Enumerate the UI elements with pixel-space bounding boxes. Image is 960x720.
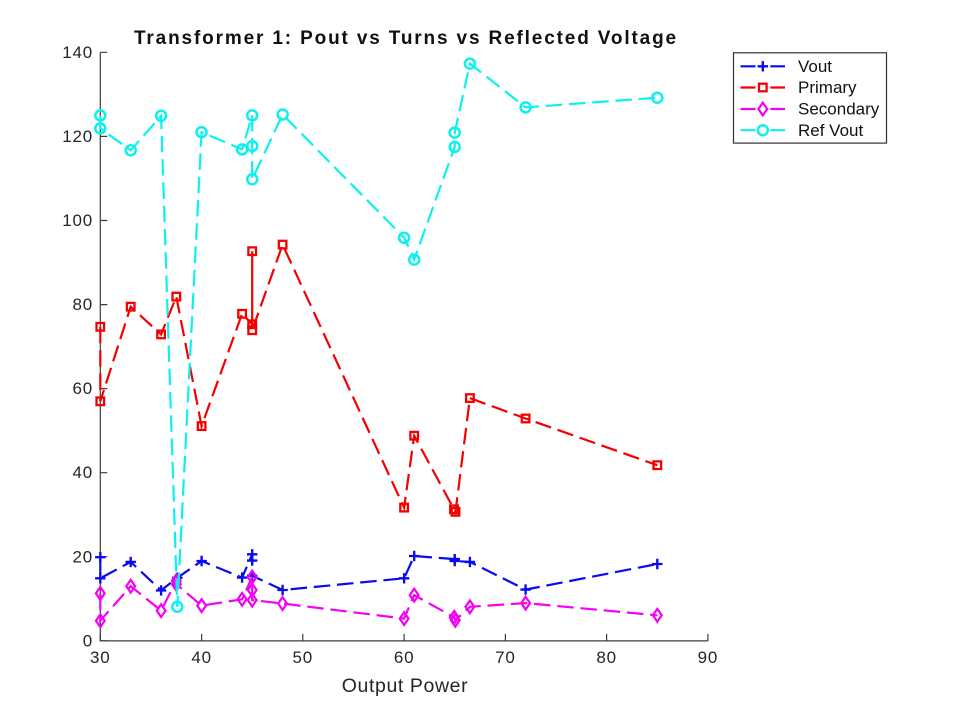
svg-text:60: 60 xyxy=(72,379,93,398)
svg-text:70: 70 xyxy=(495,648,516,667)
svg-text:50: 50 xyxy=(293,648,314,667)
svg-text:Secondary: Secondary xyxy=(798,100,880,119)
svg-text:20: 20 xyxy=(72,547,93,566)
svg-text:80: 80 xyxy=(596,648,617,667)
svg-text:Ref Vout: Ref Vout xyxy=(798,121,863,140)
svg-text:Output Power: Output Power xyxy=(342,675,468,697)
svg-text:0: 0 xyxy=(83,631,93,650)
svg-text:120: 120 xyxy=(62,127,93,146)
svg-text:80: 80 xyxy=(72,295,93,314)
svg-text:30: 30 xyxy=(90,648,111,667)
svg-text:40: 40 xyxy=(191,648,212,667)
svg-text:140: 140 xyxy=(62,43,93,62)
svg-text:Vout: Vout xyxy=(798,57,832,76)
svg-text:Primary: Primary xyxy=(798,78,857,97)
svg-text:60: 60 xyxy=(394,648,415,667)
svg-text:40: 40 xyxy=(72,463,93,482)
svg-text:Transformer 1: Pout vs Turns v: Transformer 1: Pout vs Turns vs Reflecte… xyxy=(134,28,678,49)
svg-text:100: 100 xyxy=(62,211,93,230)
svg-text:90: 90 xyxy=(698,648,719,667)
